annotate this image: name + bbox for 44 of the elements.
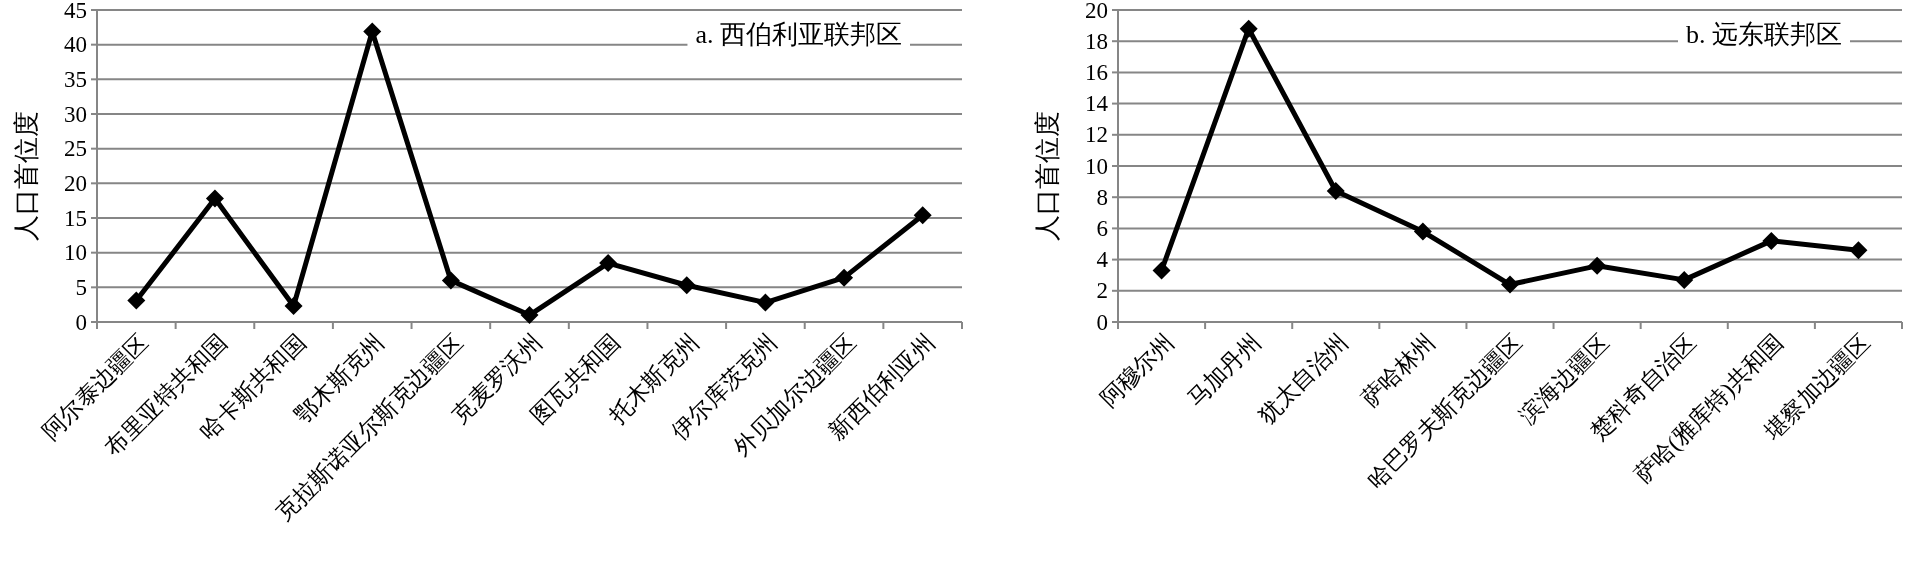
- y-tick-label: 15: [64, 205, 87, 231]
- point: [363, 22, 382, 41]
- point: [127, 291, 146, 310]
- y-tick-label: 4: [1096, 247, 1109, 273]
- chart-title: a. 西伯利亚联邦区: [695, 20, 902, 50]
- point: [756, 293, 775, 312]
- y-tick-label: 35: [64, 66, 87, 92]
- y-tick-label: 10: [64, 240, 87, 266]
- y-tick-label: 18: [1085, 28, 1108, 54]
- y-tick-label: 20: [64, 170, 87, 196]
- y-tick-label: 6: [1096, 215, 1108, 241]
- point: [284, 297, 303, 316]
- y-tick-label: 40: [64, 32, 87, 58]
- y-tick-label: 12: [1085, 122, 1108, 148]
- y-tick-label: 5: [75, 274, 87, 300]
- point: [835, 268, 854, 287]
- point: [1413, 222, 1432, 241]
- point: [1762, 231, 1781, 250]
- point: [1501, 275, 1519, 294]
- y-tick-label: 16: [1085, 59, 1108, 85]
- y-tick-label: 2: [1096, 278, 1108, 304]
- y-axis-title: 人口首位度: [12, 111, 41, 241]
- y-tick-label: 8: [1096, 184, 1108, 210]
- y-tick-label: 25: [64, 136, 87, 162]
- point: [1849, 241, 1868, 260]
- point: [1588, 256, 1607, 275]
- y-axis-title: 人口首位度: [1033, 111, 1062, 241]
- point: [1326, 181, 1345, 200]
- point: [913, 206, 932, 225]
- y-tick-label: 0: [75, 309, 87, 335]
- y-tick-label: 45: [64, 0, 87, 23]
- point: [1675, 270, 1694, 289]
- point: [1239, 19, 1258, 38]
- point: [677, 276, 696, 295]
- y-tick-label: 14: [1085, 91, 1109, 117]
- y-tick-label: 10: [1085, 153, 1108, 179]
- point: [599, 254, 618, 273]
- y-tick-label: 30: [64, 101, 87, 127]
- chart-title: b. 远东联邦区: [1686, 20, 1842, 50]
- point: [1152, 261, 1171, 280]
- point: [205, 189, 224, 208]
- point: [520, 306, 539, 325]
- y-tick-label: 20: [1085, 0, 1108, 23]
- point: [441, 271, 460, 290]
